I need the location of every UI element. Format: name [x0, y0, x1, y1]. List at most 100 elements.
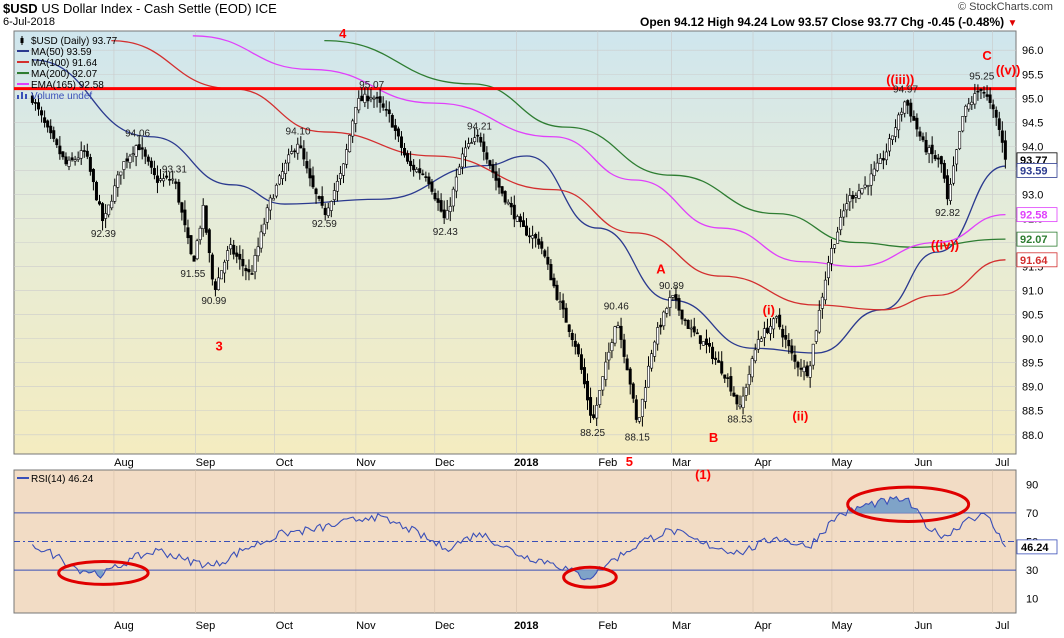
candle-body	[445, 210, 449, 220]
candle-body	[610, 342, 614, 352]
candle-body	[235, 252, 239, 257]
candle-body	[409, 160, 413, 167]
wave-label: A	[656, 262, 666, 277]
candle-body	[107, 204, 111, 216]
candle-body	[695, 332, 699, 335]
candle-body	[58, 145, 62, 155]
candle-body	[866, 185, 870, 187]
candle-body	[528, 235, 532, 238]
price-label: 90.89	[659, 281, 684, 292]
candle-body	[491, 164, 495, 173]
candle-body	[33, 102, 37, 104]
candle-body	[412, 164, 416, 171]
wave-label: 4	[339, 26, 347, 41]
candle-body	[616, 325, 620, 329]
candle-body	[302, 148, 306, 160]
candle-body	[860, 188, 864, 194]
grid-lines	[14, 31, 1016, 613]
candle-body	[348, 134, 352, 153]
candle-body	[674, 294, 678, 301]
candle-body	[454, 176, 458, 192]
candle-body	[55, 139, 59, 146]
candle-body	[988, 94, 992, 103]
candle-body	[399, 136, 403, 148]
candle-body	[494, 171, 498, 181]
candle-body	[503, 191, 507, 203]
candle-body	[521, 220, 525, 227]
candle-body	[393, 125, 397, 131]
candle-body	[973, 93, 977, 105]
candle-body	[439, 200, 443, 212]
x-tick-label: Jun	[915, 457, 933, 469]
candle-body	[476, 134, 480, 137]
candle-body	[945, 175, 949, 200]
price-label: 91.55	[180, 269, 205, 280]
candle-body	[601, 376, 605, 391]
rsi-x-tick-label: May	[832, 620, 853, 632]
rsi-x-tick-label: 2018	[514, 620, 538, 632]
rsi-y-tick: 30	[1026, 565, 1038, 577]
price-y-tick: 91.0	[1022, 286, 1043, 298]
candle-body	[631, 383, 635, 399]
candle-body	[299, 145, 303, 149]
candle-body	[604, 361, 608, 380]
candle-body	[936, 157, 940, 160]
candle-body	[714, 357, 718, 360]
candle-body	[195, 240, 199, 260]
candle-body	[143, 149, 147, 157]
rsi-value: 46.24	[1021, 542, 1049, 554]
legend-entry: $USD (Daily) 93.77	[31, 36, 118, 47]
rsi-y-tick: 10	[1026, 594, 1038, 606]
candle-body	[122, 161, 126, 170]
rsi-y-tick: 90	[1026, 479, 1038, 491]
candle-body	[140, 147, 144, 150]
legend-candle-body	[20, 38, 24, 43]
candle-body	[625, 358, 629, 371]
price-y-tick: 95.0	[1022, 93, 1043, 105]
candle-body	[836, 231, 840, 244]
candle-body	[683, 319, 687, 322]
rsi-x-tick-label: Dec	[435, 620, 455, 632]
candle-body	[567, 324, 571, 332]
candle-body	[113, 185, 117, 202]
candle-body	[555, 284, 559, 300]
candle-body	[997, 118, 1001, 130]
rsi-x-tick-label: Jul	[995, 620, 1009, 632]
candle-body	[70, 157, 74, 161]
candle-body	[366, 95, 370, 102]
candle-body	[506, 201, 510, 205]
candle-body	[61, 151, 65, 158]
candle-body	[378, 96, 382, 103]
price-y-tick: 93.0	[1022, 189, 1043, 201]
candle-body	[210, 254, 214, 280]
candle-body	[912, 116, 916, 121]
candle-body	[183, 209, 187, 226]
candle-body	[345, 149, 349, 165]
candle-body	[177, 181, 181, 203]
candle-body	[805, 365, 809, 377]
candle-body	[189, 235, 193, 255]
x-tick-label: Feb	[598, 457, 617, 469]
price-label: 95.07	[359, 80, 384, 91]
candle-body	[619, 325, 623, 340]
candle-body	[271, 198, 275, 201]
rsi-x-tick-label: Aug	[114, 620, 134, 632]
candle-body	[961, 116, 965, 132]
candle-body	[586, 380, 590, 401]
candle-body	[698, 335, 702, 344]
candle-body	[851, 194, 855, 199]
candle-body	[390, 115, 394, 128]
legend-volume-icon	[21, 92, 23, 99]
wave-label: 3	[216, 339, 223, 354]
candle-body	[155, 175, 159, 183]
candle-body	[424, 176, 428, 178]
candle-body	[656, 327, 660, 345]
candle-body	[128, 155, 132, 163]
wave-label: ((v))	[996, 62, 1021, 77]
rsi-x-tick-label: Apr	[754, 620, 771, 632]
candle-body	[525, 225, 529, 236]
candle-body	[351, 120, 355, 137]
rsi-extreme-fill	[80, 570, 104, 578]
candle-body	[906, 100, 910, 106]
